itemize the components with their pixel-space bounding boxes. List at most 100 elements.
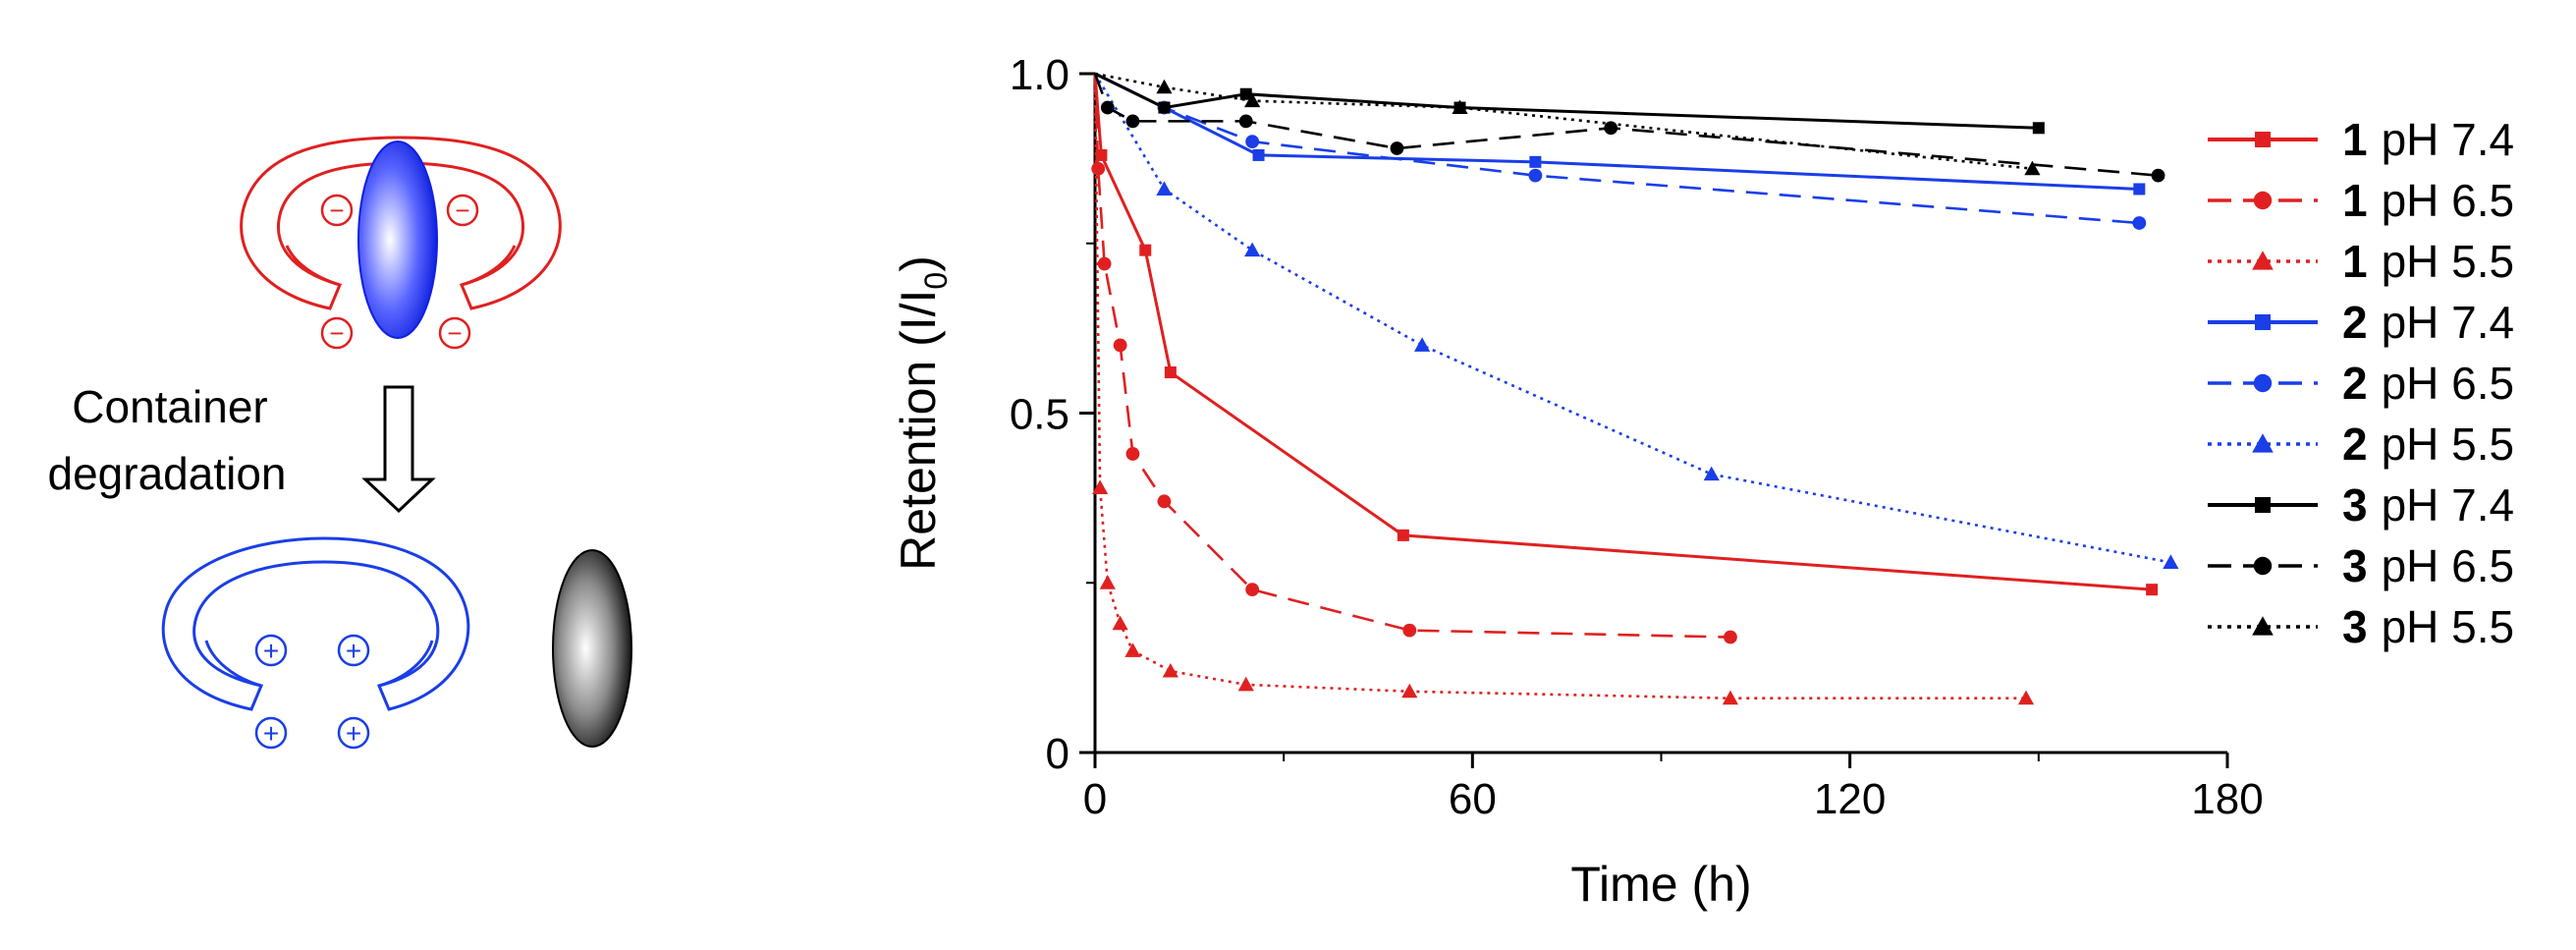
legend-ph: pH 5.5: [2382, 236, 2515, 287]
y-tick-label: 1.0: [1010, 51, 1069, 99]
legend-container-id: 2: [2342, 419, 2368, 470]
legend-label: 1 pH 5.5: [2342, 236, 2514, 287]
legend-label: 3 pH 6.5: [2342, 540, 2514, 591]
schematic-diagram: − − − − Container degradation + + + +: [48, 136, 632, 750]
data-point: [2132, 216, 2147, 230]
x-axis-label: Time (h): [1570, 857, 1751, 912]
data-point: [1156, 181, 1173, 196]
data-point: [2032, 122, 2045, 135]
data-point: [1703, 466, 1720, 481]
legend-container-id: 3: [2342, 601, 2368, 652]
neg-sign-3: −: [329, 318, 344, 348]
degraded-container: [161, 536, 470, 711]
data-point: [1604, 121, 1618, 136]
data-point: [1124, 643, 1141, 657]
data-point: [1091, 161, 1106, 176]
chart-axes: [1093, 74, 2227, 754]
data-point: [1397, 529, 1409, 541]
data-point: [1112, 615, 1128, 631]
series-line: [1094, 72, 2039, 130]
data-point: [1401, 683, 1418, 699]
data-point: [1164, 366, 1177, 379]
legend-entry: 2 pH 5.5: [2208, 419, 2514, 470]
arrow-label-line1: Container: [72, 381, 267, 432]
data-point: [1722, 690, 1739, 705]
legend-ph: pH 6.5: [2382, 358, 2515, 409]
data-point: [1244, 242, 1261, 257]
pos-sign-3: +: [263, 718, 279, 749]
chart-series: [1091, 72, 2179, 705]
data-point: [1724, 630, 1737, 644]
chart-legend: 1 pH 7.4 1 pH 6.5 1 pH 5.5 2 pH 7.4 2 pH 6.5 2 pH 5…: [2208, 114, 2514, 652]
series-line: [1093, 73, 2171, 564]
y-tick-label: 0.5: [1010, 391, 1069, 439]
legend-label: 3 pH 5.5: [2342, 601, 2514, 652]
legend-entry: 1 pH 6.5: [2208, 175, 2514, 226]
legend-container-id: 2: [2342, 358, 2368, 409]
data-point: [1239, 87, 1252, 100]
y-axis-label-sub: 0: [918, 272, 954, 290]
data-point: [1125, 447, 1140, 461]
data-point: [1125, 114, 1140, 129]
legend-entry: 2 pH 7.4: [2208, 297, 2514, 348]
legend-marker: [2253, 556, 2273, 576]
legend-entry: 1 pH 5.5: [2208, 236, 2514, 287]
data-point: [1245, 135, 1260, 149]
data-point: [1252, 148, 1265, 161]
data-point: [1402, 623, 1417, 638]
legend-ph: pH 6.5: [2382, 175, 2515, 226]
data-point: [1245, 583, 1260, 597]
legend-label: 1 pH 6.5: [2342, 175, 2514, 226]
data-point: [1157, 494, 1172, 509]
pos-sign-4: +: [346, 718, 361, 749]
series-1-pH-5_5: [1092, 73, 2035, 705]
data-point: [2133, 183, 2146, 196]
data-point: [1113, 338, 1127, 353]
legend-marker: [2255, 132, 2271, 147]
pos-sign-2: +: [346, 636, 361, 666]
series-3-pH-5_5: [1094, 72, 2041, 176]
data-point: [2017, 690, 2035, 705]
legend-marker: [2252, 616, 2274, 636]
data-point: [1099, 575, 1116, 589]
legend-marker: [2255, 497, 2271, 513]
pos-sign-1: +: [263, 636, 279, 666]
data-point: [1413, 337, 1431, 352]
released-guest-molecule: [552, 549, 632, 748]
neg-sign-2: −: [455, 196, 469, 225]
legend-ph: pH 7.4: [2382, 479, 2515, 531]
data-point: [2146, 584, 2159, 596]
y-axis-label: Retention (I/I0): [891, 255, 954, 571]
data-point: [1237, 676, 1254, 692]
legend-container-id: 3: [2342, 479, 2368, 531]
legend-ph: pH 5.5: [2382, 601, 2515, 652]
x-tick-label: 180: [2191, 775, 2263, 823]
negative-signs: − − − −: [329, 196, 469, 348]
series-line: [1093, 73, 2027, 700]
legend-marker: [2252, 251, 2274, 270]
legend-ph: pH 7.4: [2382, 114, 2515, 165]
legend-label: 2 pH 6.5: [2342, 358, 2514, 409]
legend-label: 2 pH 7.4: [2342, 297, 2514, 348]
legend-label: 2 pH 5.5: [2342, 419, 2514, 470]
data-point: [1528, 168, 1543, 183]
positive-signs: + + + +: [263, 636, 361, 749]
chart-ticks: 0 60 120 180 0 0.5 1.0: [1010, 51, 2264, 823]
data-point: [1162, 662, 1178, 678]
legend-ph: pH 5.5: [2382, 419, 2515, 470]
legend-container-id: 2: [2342, 297, 2368, 348]
y-tick-label: 0: [1046, 730, 1069, 778]
legend-entry: 3 pH 6.5: [2208, 540, 2514, 591]
data-point: [1238, 114, 1253, 129]
positive-charges: [254, 634, 370, 750]
legend-entry: 3 pH 5.5: [2208, 601, 2514, 652]
legend-marker: [2253, 373, 2273, 393]
x-tick-label: 60: [1449, 775, 1497, 823]
data-point: [1100, 100, 1115, 115]
data-point: [1529, 155, 1542, 168]
legend-container-id: 1: [2342, 236, 2368, 287]
data-point: [1244, 92, 1261, 108]
series-2-pH-5_5: [1093, 73, 2179, 569]
